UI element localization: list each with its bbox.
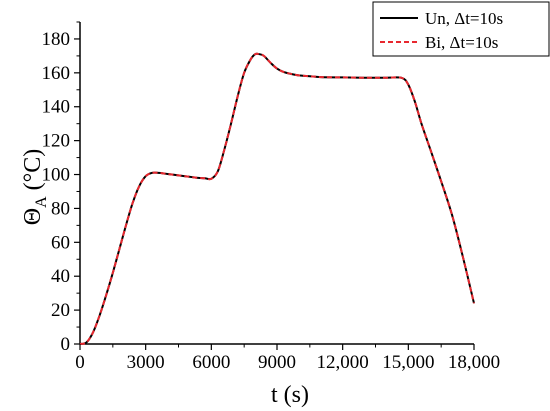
- y-axis-symbol: Θ: [20, 208, 46, 225]
- plot-area: [79, 22, 474, 345]
- x-tick-label: 0: [75, 352, 85, 373]
- legend: Un, Δt=10s Bi, Δt=10s: [372, 1, 550, 57]
- x-tick-label: 15,000: [382, 352, 434, 373]
- y-tick-label: 60: [51, 232, 70, 253]
- y-tick-label: 140: [42, 97, 71, 118]
- labels-layer: 0 3000 6000 9000 12,000 15,000 18,000 0 20 40 60 80…: [42, 29, 501, 373]
- y-tick-label: 80: [51, 198, 70, 219]
- y-axis-unit: (°C): [20, 149, 46, 197]
- y-tick-label: 160: [42, 63, 71, 84]
- x-tick-label: 12,000: [317, 352, 369, 373]
- x-axis-title: t (s): [271, 382, 309, 408]
- y-tick-label: 20: [51, 300, 70, 321]
- y-tick-label: 100: [42, 165, 71, 186]
- y-tick-label: 120: [42, 131, 71, 152]
- series-line-un: [79, 52, 475, 345]
- x-tick-label: 3000: [127, 352, 165, 373]
- x-tick-label: 6000: [192, 352, 230, 373]
- series-layer: [79, 52, 475, 345]
- y-tick-label: 40: [51, 266, 70, 287]
- legend-box: [372, 1, 550, 57]
- y-axis-subscript: A: [33, 196, 50, 208]
- x-tick-label: 9000: [258, 352, 296, 373]
- y-tick-label: 0: [61, 334, 71, 355]
- legend-label-un: Un, Δt=10s: [425, 9, 503, 28]
- y-axis-title: ΘA (°C): [20, 149, 50, 226]
- series-line-bi: [79, 52, 475, 345]
- y-tick-label: 180: [42, 29, 71, 50]
- x-tick-label: 18,000: [448, 352, 500, 373]
- legend-label-bi: Bi, Δt=10s: [425, 33, 498, 52]
- ticks-layer: [74, 21, 475, 350]
